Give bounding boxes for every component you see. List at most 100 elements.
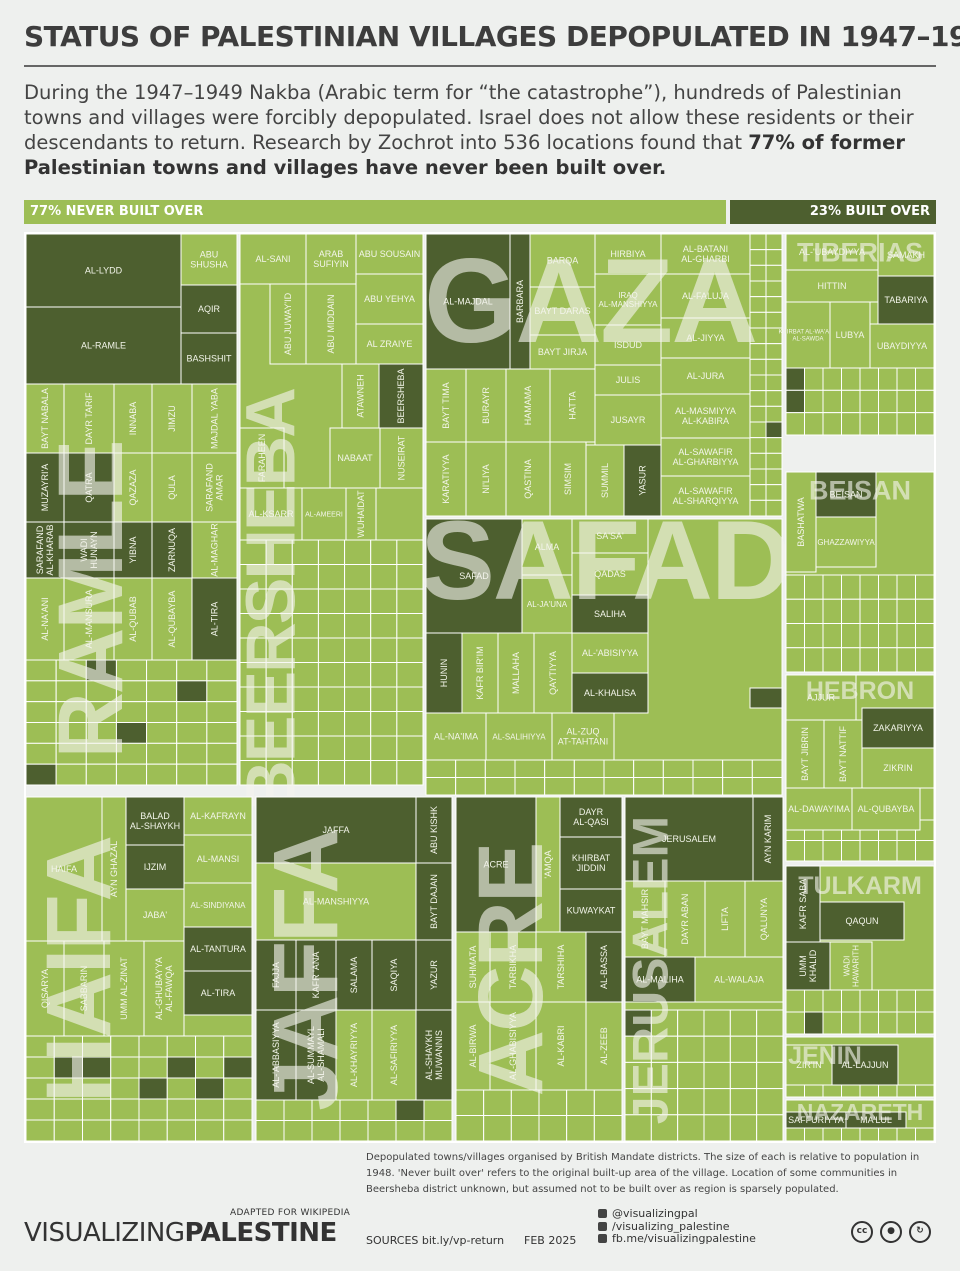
village-suhmata	[455, 931, 491, 1003]
district-acre: ACRE 'AMQA DAYR AL-QASI KHIRBAT JIDDIN KUWAYKA…	[455, 796, 623, 1142]
district-jenin-small-village	[785, 1084, 805, 1098]
village-al-salihiyya-label: AL-SALIHIYYA	[492, 732, 546, 741]
village-al-na-ani-label: AL-NA'ANI	[40, 597, 50, 640]
village-al-dawayima	[785, 787, 853, 831]
village-abu-yehya-label: ABU YEHYA	[364, 294, 415, 304]
village-bashshit	[180, 332, 238, 385]
district-ramle-small-village	[176, 742, 208, 765]
district-tiberias-small-village	[804, 412, 824, 436]
social-facebook[interactable]: fb.me/visualizingpalestine	[598, 1232, 756, 1246]
village-ajjur-label: AJJUR	[807, 693, 836, 703]
village-sarafand-amar-label: SARAFANDAMAR	[205, 463, 225, 512]
district-beersheba-small-village	[265, 711, 293, 737]
district-haifa: HAIFA BALAD AL-SHAYKH AL-KAFRAYN AYN GHAZAL I…	[25, 796, 253, 1142]
district-safad-small-village	[603, 759, 635, 778]
district-ramle-small-village	[115, 763, 148, 786]
district-safad-small-village	[514, 777, 546, 796]
district-jaffa-small-village	[283, 1120, 313, 1142]
village-arab-sufiyin	[305, 233, 357, 285]
village-al-abbasiyya-label: AL-'ABBASIYYA	[271, 1022, 281, 1088]
social-instagram[interactable]: /visualizing_palestine	[598, 1220, 756, 1234]
district-hebron-small-village	[859, 840, 879, 862]
village-al-birwa-label: AL-BIRWA	[468, 1024, 478, 1067]
village-khirbat-al-wa-ara-al-sawda-label: KHIRBAT AL-WA'ARA AL-SAWDA	[778, 330, 837, 343]
district-nazareth-small-village	[859, 1127, 879, 1142]
village-al-mansura	[63, 577, 115, 661]
village-sarafand-al-kharab-label: SARAFANDAL-KHARAB	[35, 524, 55, 575]
district-beersheba-small-village	[370, 760, 398, 786]
district-jerusalem-title: JERUSALEM	[623, 816, 679, 1124]
village-balad-al-shaykh	[125, 796, 185, 846]
village-al-kabri	[535, 1001, 587, 1091]
district-safad-small-village	[455, 759, 486, 778]
village-al-walaja	[694, 956, 784, 1003]
district-haifa-small-village	[166, 1035, 196, 1058]
district-acre-small-village	[483, 1115, 512, 1142]
district-beersheba-small-village	[396, 735, 424, 761]
village-wadi-hunayn	[63, 521, 115, 579]
district-hebron-small-village	[896, 840, 916, 862]
village-al-zuq-at-tahtani-label: AL-ZUQ AT-TAHTANI	[558, 727, 609, 747]
village-al-masmiyya-al-kabira	[660, 393, 751, 439]
district-tiberias-small-village	[878, 389, 898, 414]
treemap-chart: AL-LYDD AL-RAMLE ABU SHUSHA AQIR BASHSHIT BAYT…	[24, 232, 936, 1143]
village-iraq-al-manshiyya	[594, 273, 662, 326]
district-nazareth-small-village	[804, 1127, 824, 1142]
district-beisan-small-village	[841, 647, 861, 673]
district-beersheba-small-village	[265, 588, 293, 614]
district-beersheba-small-village	[396, 588, 424, 614]
district-beisan-small-village	[878, 647, 898, 673]
village-burayr-label: BURAYR	[481, 387, 491, 424]
intro-paragraph: During the 1947–1949 Nakba (Arabic term …	[24, 80, 936, 180]
village-al-zuq-at-tahtani	[551, 712, 615, 761]
village-al-tira	[191, 577, 238, 661]
district-jerusalem-small-village	[729, 1114, 758, 1142]
district-beersheba-small-village	[317, 735, 346, 761]
village-bayt-tima	[425, 368, 467, 443]
adapted-label: ADAPTED FOR WIKIPEDIA	[230, 1208, 351, 1218]
district-beersheba-small-village	[396, 686, 424, 712]
village-al-ramle-label: AL-RAMLE	[81, 341, 126, 351]
district-ramle-small-village	[176, 763, 208, 786]
village-ubaydiyya	[869, 323, 935, 369]
district-tulkarm-small-village	[878, 1011, 898, 1035]
district-tulkarm-small-village	[878, 989, 898, 1013]
district-jenin-title: JENIN	[788, 1042, 862, 1070]
district-beersheba-small-village	[291, 637, 319, 663]
village-al-qubayba	[151, 577, 193, 661]
district-acre-small-village	[538, 1115, 568, 1142]
sources-link[interactable]: SOURCES bit.ly/vp-return	[366, 1234, 505, 1247]
village-al-dawayima-label: AL-DAWAYIMA	[788, 804, 850, 814]
village-barqa	[529, 233, 596, 288]
district-ramle: AL-LYDD AL-RAMLE ABU SHUSHA AQIR BASHSHIT BAYT…	[25, 233, 238, 786]
logo-bold: PALESTINE	[184, 1218, 338, 1248]
village-aqir-label: AQIR	[198, 304, 221, 314]
district-safad-small-village	[662, 777, 694, 796]
district-tiberias-small-village	[859, 389, 879, 414]
district-ramle-small-village	[176, 680, 208, 703]
district-beersheba-small-village	[239, 564, 267, 590]
village-amqa	[535, 796, 561, 933]
district-ramle-small-village	[55, 763, 87, 786]
district-haifa-small-village	[53, 1119, 83, 1142]
district-beersheba-small-village	[344, 760, 372, 786]
district-gaza-small-village	[749, 468, 767, 486]
village-al-summayl-al-shamali-label: AL-SUMMAYLAL-SHAMALI	[306, 1026, 326, 1084]
district-hebron-small-village	[841, 840, 861, 862]
district-gaza-small-village	[749, 405, 767, 423]
village-al-qubab	[113, 577, 153, 661]
social-twitter[interactable]: @visualizingpal	[598, 1207, 756, 1221]
district-gaza-small-village	[749, 452, 767, 470]
district-beersheba-small-village	[344, 539, 372, 565]
village-zir-in	[785, 1044, 833, 1086]
district-jenin-small-village	[822, 1084, 842, 1098]
district-nazareth-title: NAZARETH	[797, 1099, 924, 1125]
village-salama	[335, 939, 373, 1011]
district-tiberias-small-village	[822, 367, 842, 391]
village-safad-label: SAFAD	[459, 571, 489, 581]
district-tulkarm-small-village	[804, 1011, 824, 1035]
district-safad-small-village	[514, 759, 546, 778]
district-haifa-small-village	[195, 1035, 225, 1058]
district-tulkarm-small-village	[785, 989, 805, 1013]
